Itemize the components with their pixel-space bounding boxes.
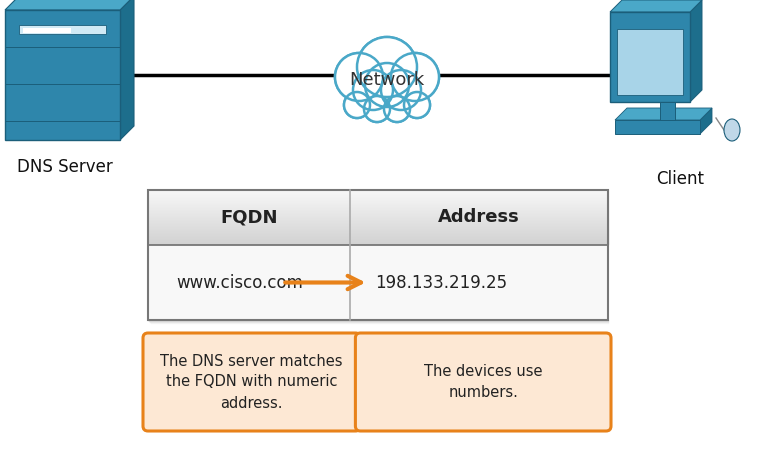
Circle shape bbox=[384, 97, 409, 121]
Bar bbox=[148, 190, 608, 320]
Circle shape bbox=[345, 93, 370, 118]
Circle shape bbox=[381, 71, 421, 109]
Text: The DNS server matches
the FQDN with numeric
address.: The DNS server matches the FQDN with num… bbox=[160, 354, 343, 410]
Circle shape bbox=[357, 37, 417, 97]
Text: DNS Server: DNS Server bbox=[16, 158, 112, 176]
Polygon shape bbox=[690, 0, 702, 102]
Text: Client: Client bbox=[656, 170, 704, 188]
Polygon shape bbox=[5, 0, 134, 10]
Text: Address: Address bbox=[439, 208, 520, 227]
FancyBboxPatch shape bbox=[143, 333, 360, 431]
Text: Network: Network bbox=[350, 71, 425, 89]
Bar bbox=[22, 27, 71, 33]
Circle shape bbox=[364, 97, 390, 121]
Circle shape bbox=[336, 54, 383, 100]
Circle shape bbox=[381, 70, 421, 110]
Circle shape bbox=[353, 70, 393, 110]
Polygon shape bbox=[610, 0, 702, 12]
Bar bbox=[19, 25, 106, 34]
Circle shape bbox=[335, 53, 383, 101]
FancyBboxPatch shape bbox=[356, 333, 611, 431]
Polygon shape bbox=[700, 108, 712, 134]
Bar bbox=[617, 29, 683, 95]
Circle shape bbox=[384, 96, 410, 122]
Bar bbox=[5, 10, 120, 140]
Circle shape bbox=[365, 63, 409, 107]
Ellipse shape bbox=[724, 119, 740, 141]
Bar bbox=[610, 12, 690, 102]
Bar bbox=[660, 102, 675, 120]
Circle shape bbox=[391, 53, 439, 101]
Text: FQDN: FQDN bbox=[220, 208, 278, 227]
Circle shape bbox=[391, 54, 439, 100]
Polygon shape bbox=[120, 0, 134, 140]
Circle shape bbox=[357, 38, 416, 97]
Text: www.cisco.com: www.cisco.com bbox=[176, 273, 303, 291]
Bar bbox=[148, 245, 608, 320]
Text: 198.133.219.25: 198.133.219.25 bbox=[375, 273, 508, 291]
Polygon shape bbox=[615, 108, 712, 120]
Text: The devices use
numbers.: The devices use numbers. bbox=[424, 364, 542, 400]
Circle shape bbox=[353, 71, 392, 109]
Circle shape bbox=[366, 64, 408, 107]
Circle shape bbox=[344, 92, 370, 118]
Bar bbox=[615, 120, 700, 134]
Circle shape bbox=[404, 92, 430, 118]
Circle shape bbox=[405, 93, 429, 118]
Circle shape bbox=[364, 96, 390, 122]
